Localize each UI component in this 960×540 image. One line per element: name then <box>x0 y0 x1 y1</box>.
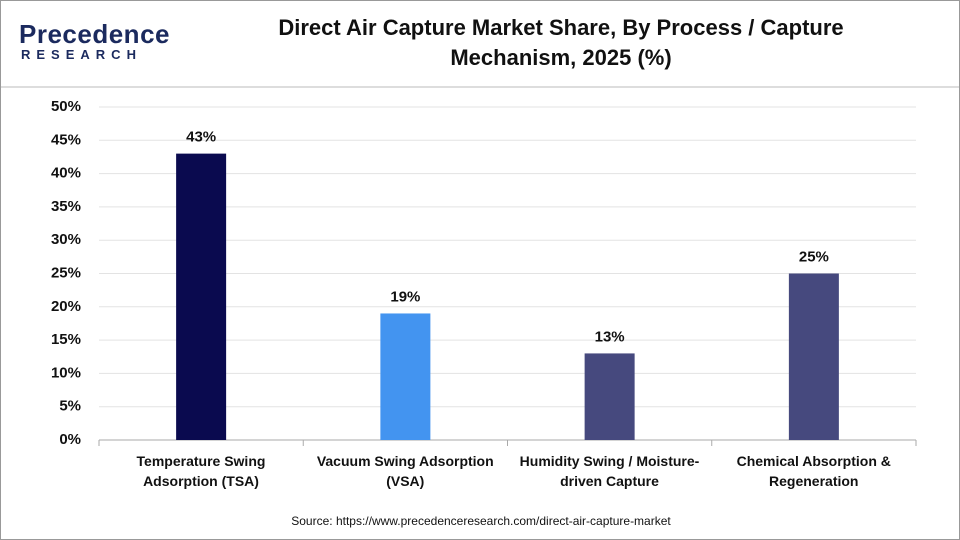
value-label: 13% <box>595 328 625 345</box>
y-tick-label: 45% <box>51 131 81 148</box>
y-tick-label: 20% <box>51 298 81 315</box>
y-tick-label: 15% <box>51 331 81 348</box>
value-label: 19% <box>390 288 420 305</box>
bar <box>380 313 431 440</box>
source-note: Source: https://www.precedenceresearch.c… <box>291 514 671 528</box>
logo-name: Precedence <box>19 19 170 49</box>
bar <box>584 353 635 440</box>
y-tick-label: 10% <box>51 364 81 381</box>
y-tick-label: 5% <box>59 398 81 415</box>
y-tick-label: 25% <box>51 264 81 281</box>
x-tick-label: Temperature Swing Adsorption (TSA) <box>136 453 266 489</box>
value-label: 25% <box>799 248 829 265</box>
y-tick-label: 40% <box>51 165 81 182</box>
bar <box>176 153 227 440</box>
bar <box>788 273 839 440</box>
x-tick-label: Humidity Swing / Moisture-driven Capture <box>519 453 700 489</box>
y-tick-label: 50% <box>51 98 81 115</box>
x-tick-label: Chemical Absorption & Regeneration <box>736 453 891 489</box>
y-tick-label: 0% <box>59 431 81 448</box>
chart-title: Direct Air Capture Market Share, By Proc… <box>278 15 844 70</box>
logo-tagline: RESEARCH <box>21 47 142 62</box>
value-label: 43% <box>186 129 216 146</box>
y-tick-label: 35% <box>51 198 81 215</box>
x-tick-label: Vacuum Swing Adsorption (VSA) <box>316 453 494 489</box>
y-tick-label: 30% <box>51 231 81 248</box>
